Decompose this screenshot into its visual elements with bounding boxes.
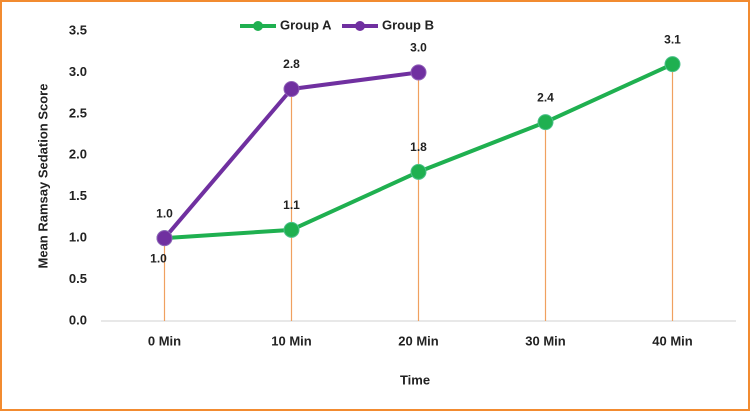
x-tick-label: 10 Min bbox=[271, 333, 312, 348]
data-label: 2.4 bbox=[537, 90, 554, 104]
y-tick-label: 2.0 bbox=[69, 147, 87, 162]
x-tick-label: 0 Min bbox=[148, 333, 181, 348]
point bbox=[410, 163, 427, 180]
x-tick-label: 30 Min bbox=[525, 333, 566, 348]
point bbox=[537, 114, 554, 131]
data-label: 1.8 bbox=[410, 140, 427, 154]
x-axis-title: Time bbox=[400, 372, 430, 387]
point bbox=[664, 56, 681, 73]
y-tick-label: 0.5 bbox=[69, 271, 87, 286]
legend-label: Group A bbox=[280, 17, 332, 32]
y-tick-label: 1.0 bbox=[69, 230, 87, 245]
point bbox=[283, 221, 300, 238]
x-tick-label: 20 Min bbox=[398, 333, 439, 348]
y-axis-title: Mean Ramsay Sedation Score bbox=[35, 84, 50, 269]
data-label: 1.0 bbox=[156, 206, 173, 220]
legend-label: Group B bbox=[382, 17, 434, 32]
y-tick-label: 0.0 bbox=[69, 312, 87, 327]
x-tick-label: 40 Min bbox=[652, 333, 693, 348]
data-label: 3.1 bbox=[664, 32, 681, 46]
legend-marker bbox=[355, 21, 365, 31]
point bbox=[410, 64, 427, 81]
y-tick-label: 3.5 bbox=[69, 22, 87, 37]
point bbox=[156, 230, 173, 247]
y-tick-label: 3.0 bbox=[69, 64, 87, 79]
y-tick-label: 1.5 bbox=[69, 188, 87, 203]
data-label: 1.1 bbox=[283, 198, 300, 212]
point bbox=[283, 81, 300, 97]
y-tick-label: 2.5 bbox=[69, 105, 87, 120]
legend-marker bbox=[253, 21, 263, 31]
data-label: 2.8 bbox=[283, 57, 300, 71]
data-label: 1.0 bbox=[150, 251, 167, 265]
data-label: 3.0 bbox=[410, 41, 427, 55]
